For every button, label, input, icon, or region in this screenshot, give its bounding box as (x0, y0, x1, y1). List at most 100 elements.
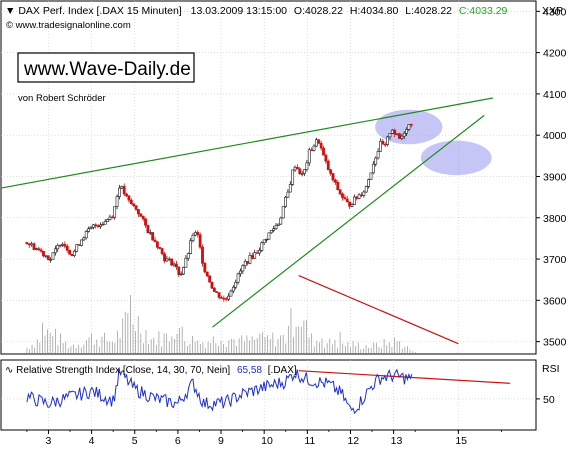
candle-body[interactable] (369, 172, 373, 180)
candle-body[interactable] (153, 239, 157, 243)
candle-body[interactable] (212, 287, 216, 292)
candle-body[interactable] (274, 225, 278, 230)
candle-body[interactable] (229, 290, 233, 297)
candle-body[interactable] (49, 259, 53, 261)
candle-body[interactable] (241, 265, 245, 272)
candle-body[interactable] (134, 205, 138, 210)
candle-body[interactable] (177, 266, 181, 275)
candle-body[interactable] (231, 286, 235, 292)
candle-body[interactable] (360, 194, 363, 196)
candle-body[interactable] (388, 133, 392, 138)
candle-body[interactable] (72, 250, 76, 256)
candle-body[interactable] (172, 263, 176, 266)
candle-body[interactable] (400, 135, 404, 139)
candle-body[interactable] (281, 206, 285, 219)
candle-body[interactable] (402, 132, 406, 137)
candle-body[interactable] (32, 243, 36, 250)
candle-body[interactable] (279, 217, 283, 225)
candle-body[interactable] (46, 255, 50, 260)
candle-body[interactable] (409, 124, 413, 126)
candle-body[interactable] (58, 245, 62, 247)
candle-body[interactable] (115, 196, 119, 207)
candle-body[interactable] (265, 238, 268, 241)
candle-body[interactable] (160, 248, 164, 255)
candle-body[interactable] (376, 151, 380, 159)
candle-body[interactable] (298, 168, 302, 174)
candle-body[interactable] (317, 139, 321, 144)
candle-body[interactable] (108, 216, 112, 220)
candle-body[interactable] (110, 216, 114, 219)
candle-body[interactable] (196, 232, 200, 235)
candle-body[interactable] (250, 255, 254, 259)
candle-body[interactable] (94, 224, 98, 226)
candle-body[interactable] (222, 298, 226, 300)
candle-body[interactable] (144, 218, 147, 226)
candle-body[interactable] (37, 248, 41, 251)
candle-body[interactable] (44, 255, 48, 257)
candle-body[interactable] (220, 297, 223, 299)
candle-body[interactable] (379, 140, 382, 152)
candle-body[interactable] (255, 252, 259, 254)
candle-body[interactable] (296, 166, 299, 170)
candle-body[interactable] (137, 209, 140, 215)
candle-body[interactable] (122, 186, 126, 195)
candle-body[interactable] (63, 244, 67, 247)
candle-body[interactable] (182, 267, 185, 275)
candle-body[interactable] (184, 257, 188, 268)
candle-body[interactable] (350, 204, 354, 207)
candle-body[interactable] (407, 124, 411, 130)
candle-body[interactable] (103, 221, 107, 225)
candle-body[interactable] (272, 228, 276, 231)
candle-body[interactable] (331, 173, 335, 181)
candle-body[interactable] (39, 249, 43, 252)
candle-body[interactable] (151, 232, 155, 241)
candle-body[interactable] (224, 298, 228, 300)
candle-body[interactable] (170, 258, 174, 266)
candle-body[interactable] (338, 189, 342, 195)
candle-body[interactable] (333, 179, 337, 183)
candle-body[interactable] (82, 237, 86, 241)
candle-body[interactable] (77, 244, 81, 246)
candle-body[interactable] (113, 206, 117, 218)
candle-body[interactable] (293, 166, 297, 171)
trendline-price-divergence[interactable] (298, 275, 459, 345)
candle-body[interactable] (132, 203, 136, 206)
candle-body[interactable] (208, 275, 212, 283)
candle-body[interactable] (383, 143, 387, 146)
candle-body[interactable] (51, 252, 55, 260)
trendline-lower-support[interactable] (212, 114, 485, 328)
candle-body[interactable] (291, 169, 295, 185)
candle-body[interactable] (87, 228, 90, 232)
candle-body[interactable] (205, 271, 209, 277)
candle-body[interactable] (227, 295, 230, 300)
candle-body[interactable] (343, 197, 347, 200)
candle-body[interactable] (75, 244, 79, 252)
candle-body[interactable] (312, 145, 316, 151)
candle-body[interactable] (248, 255, 252, 264)
candle-body[interactable] (186, 253, 190, 259)
candle-body[interactable] (118, 187, 121, 197)
candle-body[interactable] (381, 140, 385, 145)
candle-body[interactable] (210, 281, 214, 289)
candle-body[interactable] (101, 223, 105, 226)
candle-body[interactable] (243, 261, 247, 266)
candle-body[interactable] (310, 149, 314, 151)
candle-body[interactable] (305, 162, 309, 170)
candle-body[interactable] (398, 133, 401, 139)
candle-body[interactable] (30, 243, 34, 246)
candle-body[interactable] (258, 250, 261, 254)
candle-body[interactable] (314, 139, 318, 147)
candle-body[interactable] (139, 213, 143, 217)
candle-body[interactable] (53, 248, 57, 254)
candle-body[interactable] (390, 129, 394, 134)
rsi-line[interactable] (26, 367, 413, 415)
candle-body[interactable] (167, 258, 171, 260)
candle-body[interactable] (25, 242, 29, 245)
candle-body[interactable] (56, 245, 60, 250)
candle-body[interactable] (165, 258, 169, 262)
candle-body[interactable] (65, 245, 69, 251)
candle-body[interactable] (125, 193, 128, 197)
candle-body[interactable] (371, 163, 375, 174)
candle-body[interactable] (191, 234, 195, 241)
candle-body[interactable] (189, 240, 193, 254)
